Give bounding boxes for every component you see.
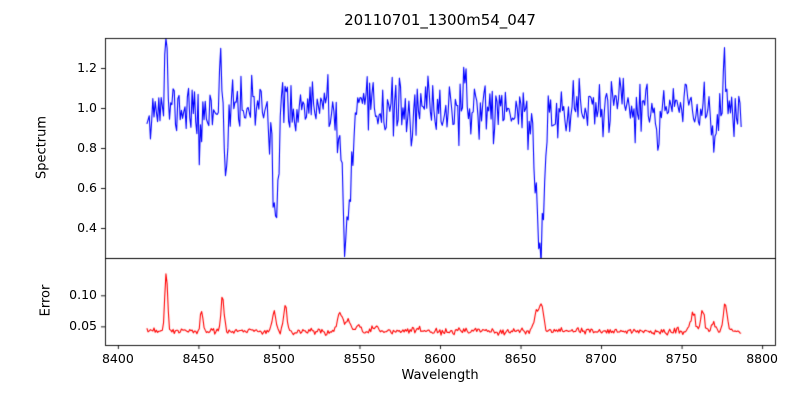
x-tick-label: 8750 [665, 351, 698, 366]
chart-title: 20110701_1300m54_047 [344, 11, 536, 29]
x-tick-label: 8600 [424, 351, 456, 366]
y-tick-label: 0.10 [69, 287, 97, 303]
x-tick-label: 8550 [343, 351, 376, 366]
x-tick-label: 8450 [182, 351, 215, 366]
y-tick-label: 0.05 [69, 318, 97, 334]
x-tick-label: 8400 [101, 351, 134, 366]
x-tick-label: 8700 [585, 351, 617, 366]
x-tick-label: 8800 [746, 351, 779, 366]
x-axis-label: Wavelength [401, 368, 479, 383]
y-tick-label: 0.8 [77, 140, 97, 155]
y-tick-label: 1.2 [77, 60, 97, 75]
y-tick-label: 0.4 [77, 220, 97, 235]
y-tick-label: 0.6 [77, 180, 97, 195]
x-tick-label: 8650 [504, 351, 537, 366]
y-tick-label: 1.0 [77, 100, 97, 115]
x-tick-label: 8500 [263, 351, 295, 366]
